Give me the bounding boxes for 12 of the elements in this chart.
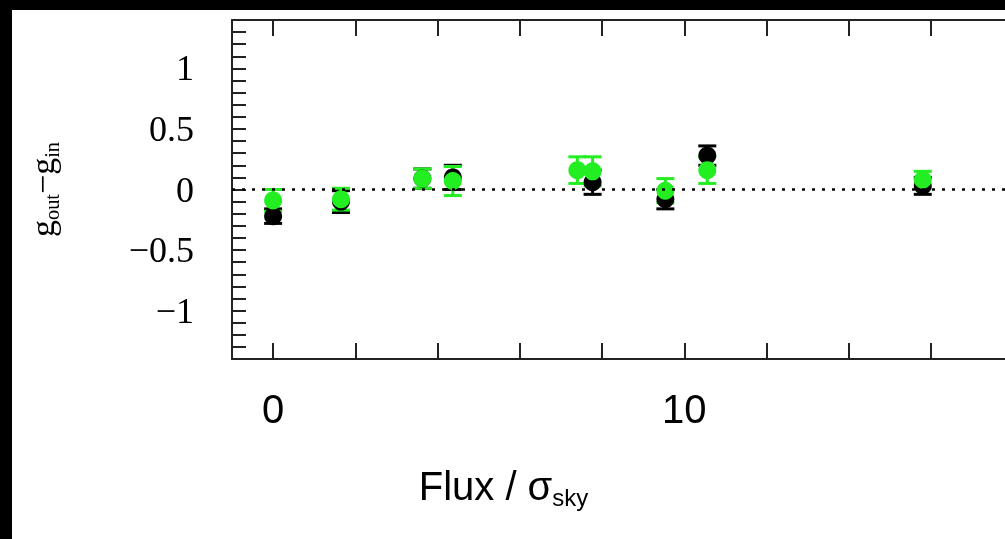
point xyxy=(698,161,717,180)
x-tick-label: 10 xyxy=(662,387,707,431)
point xyxy=(568,161,587,180)
y-tick-label: 0.5 xyxy=(149,108,194,149)
y-axis-title: gout−gin xyxy=(24,141,63,238)
y-tick-label: −1 xyxy=(155,290,194,331)
point xyxy=(583,162,602,181)
point xyxy=(656,181,675,200)
y-tick-label: 1 xyxy=(176,48,194,89)
point xyxy=(443,172,462,191)
y-tick-label: −0.5 xyxy=(128,230,194,271)
y-tick-label: 0 xyxy=(176,169,194,210)
